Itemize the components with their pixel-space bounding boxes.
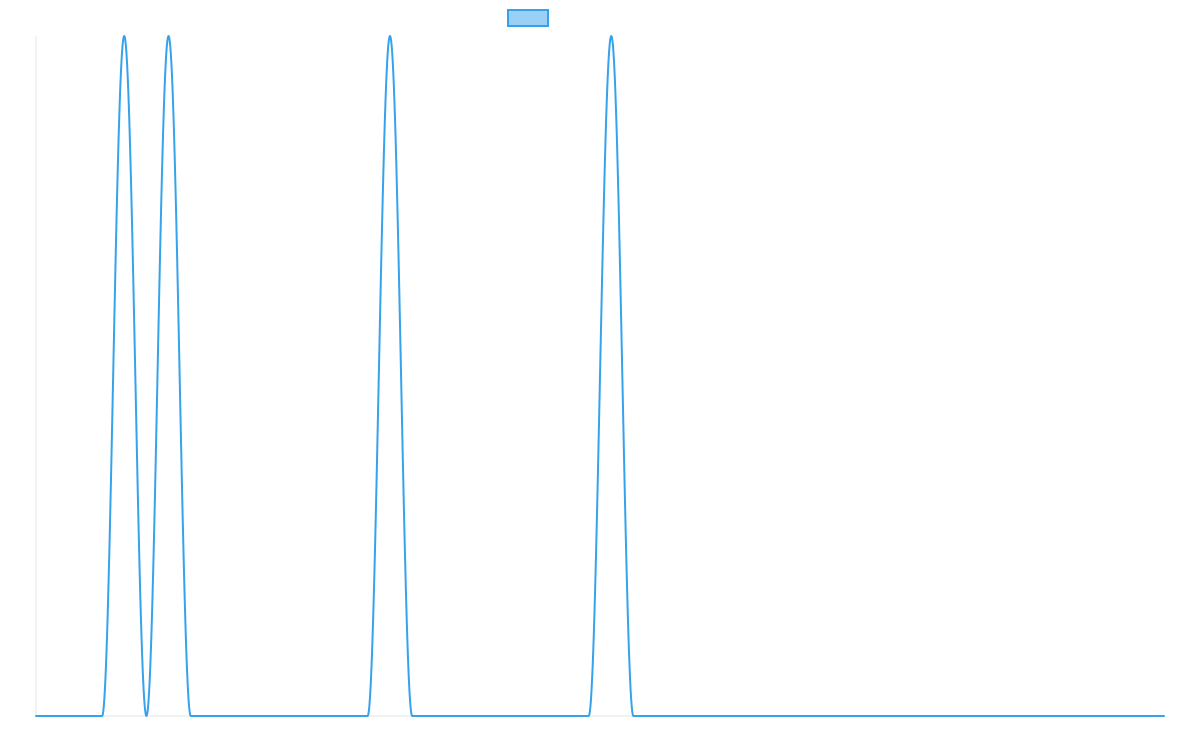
data-point[interactable] (387, 33, 393, 39)
data-point[interactable] (1161, 713, 1167, 719)
series-layer (33, 33, 1167, 719)
data-point[interactable] (33, 713, 39, 719)
data-point[interactable] (630, 713, 636, 719)
data-point[interactable] (188, 713, 194, 719)
data-point[interactable] (99, 713, 105, 719)
data-point[interactable] (409, 713, 415, 719)
data-point[interactable] (586, 713, 592, 719)
data-point[interactable] (166, 33, 172, 39)
data-point[interactable] (143, 713, 149, 719)
data-point[interactable] (608, 33, 614, 39)
data-point[interactable] (121, 33, 127, 39)
data-point[interactable] (365, 713, 371, 719)
legend-swatch[interactable] (507, 9, 549, 27)
series-line-0[interactable] (35, 35, 1165, 717)
